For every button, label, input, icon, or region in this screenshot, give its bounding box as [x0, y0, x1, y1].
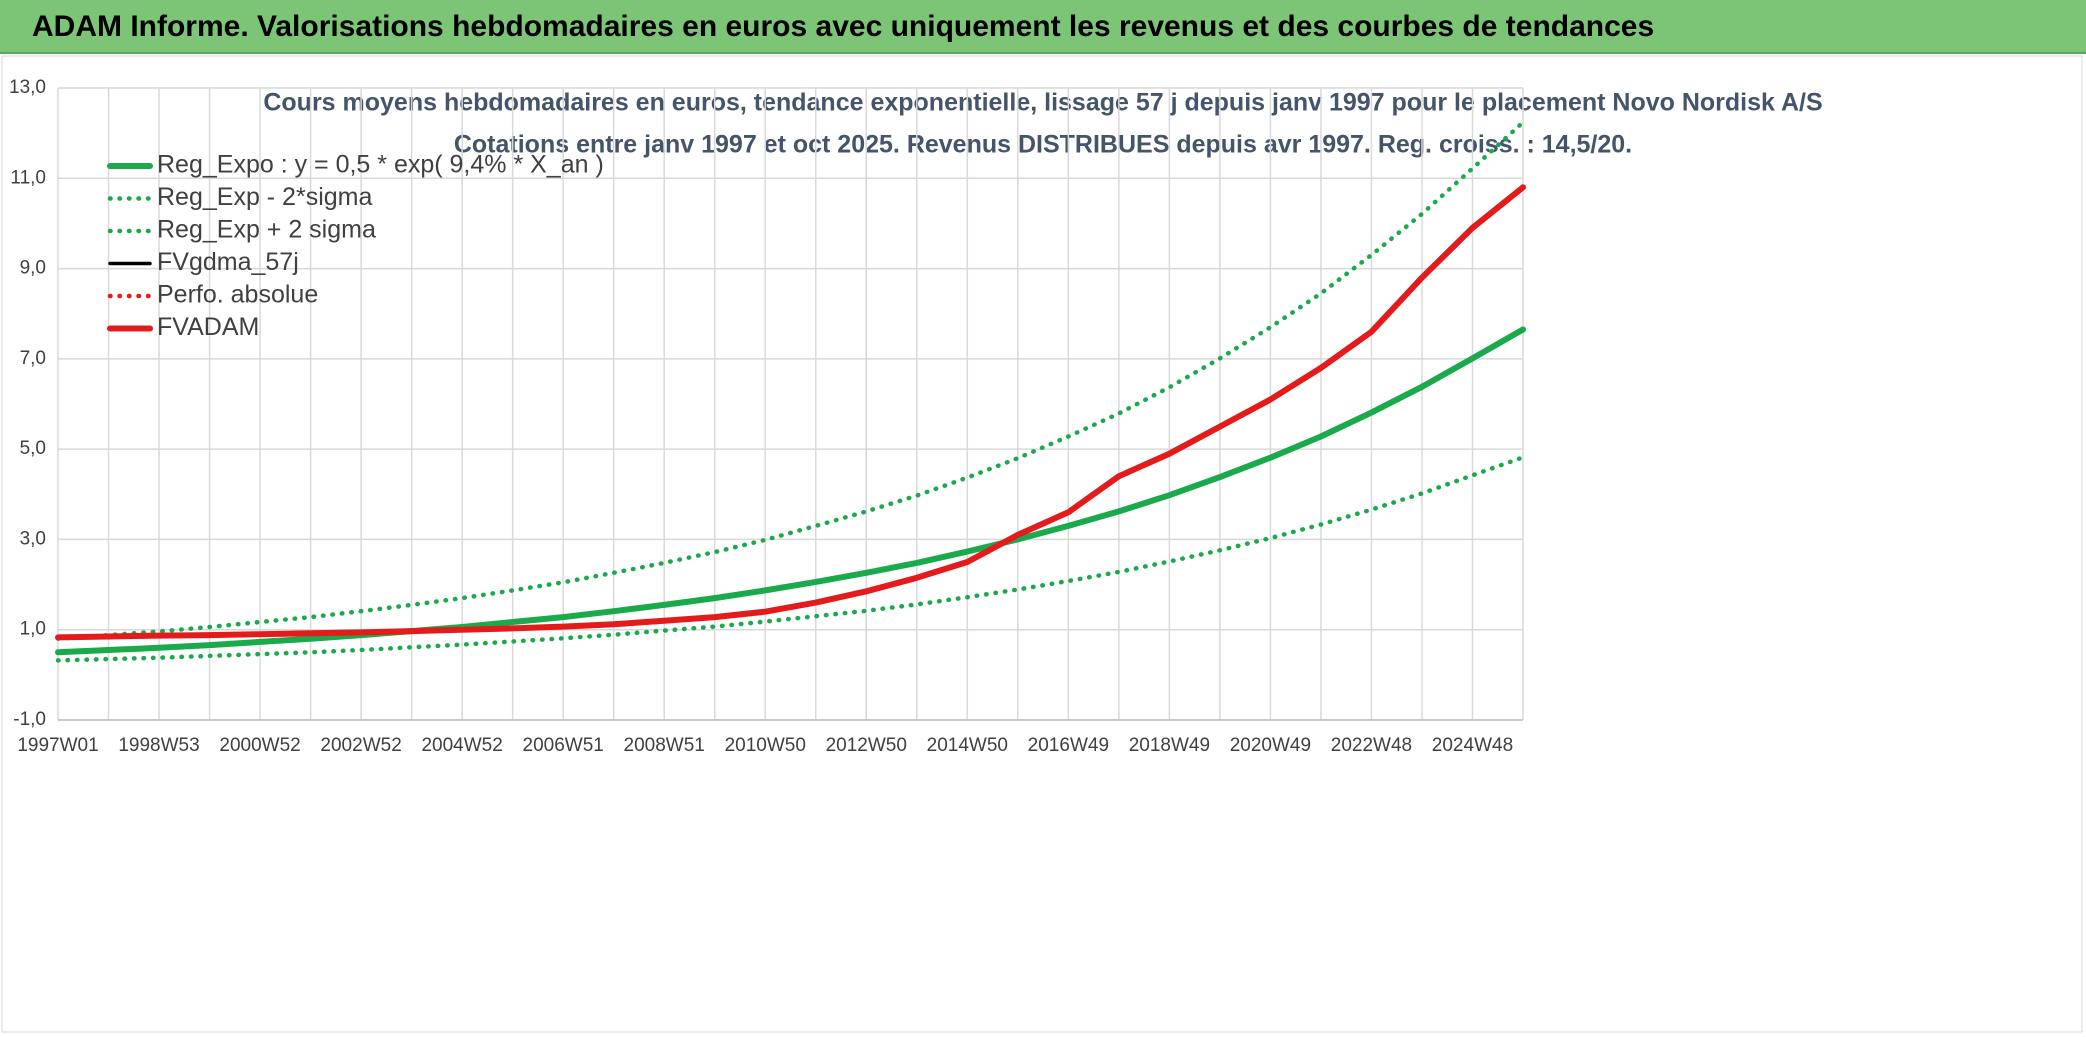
x-tick-label: 2006W51: [523, 735, 604, 756]
legend-label: FVADAM: [157, 313, 259, 341]
x-tick-label: 2004W52: [421, 735, 502, 756]
x-tick-label: 2016W49: [1028, 735, 1109, 756]
x-tick-label: 2022W48: [1331, 735, 1412, 756]
x-tick-label: 2010W50: [725, 735, 806, 756]
y-tick-label: 5,0: [20, 438, 46, 459]
header-bar: ADAM Informe. Valorisations hebdomadaire…: [0, 0, 2086, 54]
legend-label: Reg_Expo : y = 0,5 * exp( 9,4% * X_an ): [157, 151, 604, 179]
series-line: [55, 326, 1526, 656]
series-line: [55, 120, 1526, 641]
y-tick-label: 13,0: [9, 77, 46, 98]
y-tick-label: 7,0: [20, 348, 46, 369]
x-tick-label: 1997W01: [17, 735, 98, 756]
header-title: ADAM Informe. Valorisations hebdomadaire…: [32, 10, 1655, 43]
y-tick-label: 9,0: [20, 258, 46, 279]
series-line: [55, 455, 1526, 663]
y-tick-label: 3,0: [20, 528, 46, 549]
x-tick-label: 2014W50: [927, 735, 1008, 756]
series-line: [55, 184, 1526, 641]
x-tick-label: 2024W48: [1432, 735, 1513, 756]
chart-title: Cours moyens hebdomadaires en euros, ten…: [263, 89, 1822, 117]
legend-label: Perfo. absolue: [157, 281, 318, 309]
chart-subtitle: Cotations entre janv 1997 et oct 2025. R…: [454, 131, 1632, 159]
chart: Cours moyens hebdomadaires en euros, ten…: [1, 55, 2083, 1033]
x-tick-label: 2002W52: [320, 735, 401, 756]
x-tick-label: 2020W49: [1230, 735, 1311, 756]
y-tick-label: 1,0: [20, 619, 46, 640]
legend-label: Reg_Exp - 2*sigma: [157, 183, 372, 211]
y-tick-label: -1,0: [13, 709, 46, 730]
y-tick-label: 11,0: [10, 167, 46, 188]
x-tick-label: 1998W53: [118, 735, 199, 756]
chart-frame: [1, 55, 2083, 1033]
x-tick-label: 2018W49: [1129, 735, 1210, 756]
legend-label: FVgdma_57j: [157, 248, 299, 276]
x-tick-label: 2012W50: [826, 735, 907, 756]
x-tick-label: 2000W52: [219, 735, 300, 756]
legend-label: Reg_Exp + 2 sigma: [157, 216, 376, 244]
x-tick-label: 2008W51: [624, 735, 705, 756]
